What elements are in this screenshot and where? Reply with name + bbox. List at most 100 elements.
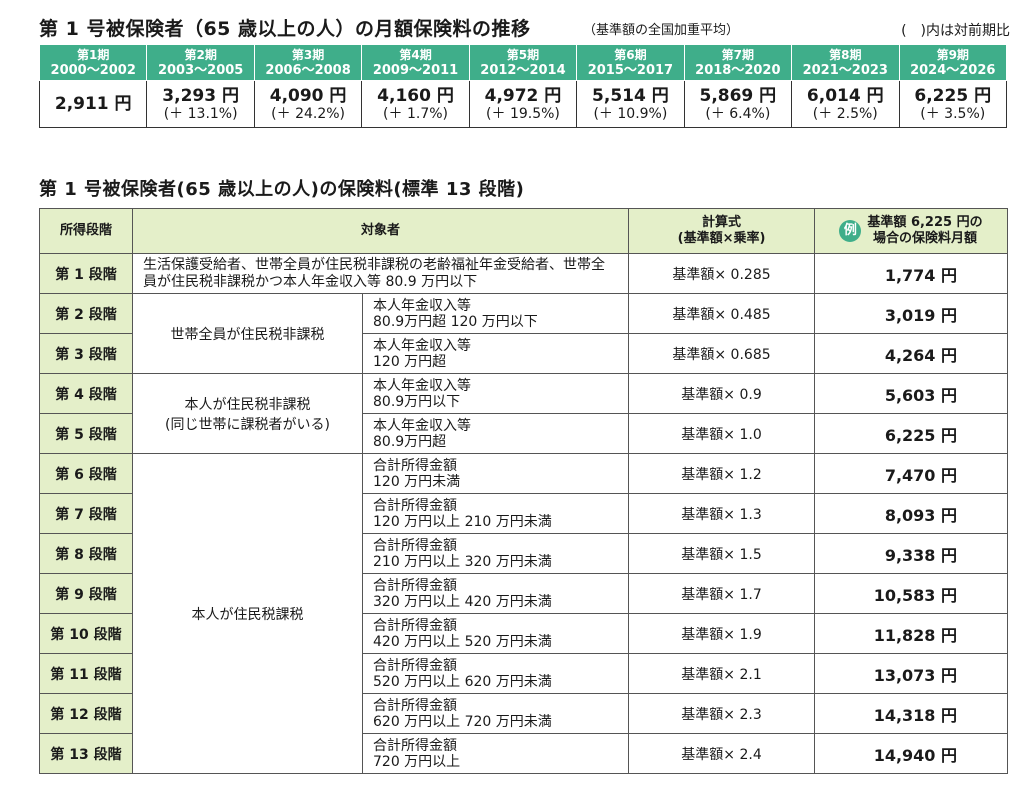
table-row: 第 13 段階 合計所得金額 720 万円以上 基準額× 2.4 14,940 円 [39, 733, 1009, 774]
income-condition: 本人年金収入等 120 万円超 [361, 333, 630, 374]
stage-label: 第 13 段階 [39, 733, 133, 774]
monthly-premium-cell: 1,774 円 [814, 253, 1009, 294]
period-header: 第2期 2003～2005 [146, 44, 255, 81]
stage-label: 第 7 段階 [39, 493, 133, 534]
period-header: 第6期 2015～2017 [576, 44, 685, 81]
table-row: 第 4 段階 本人が住民税非課税 (同じ世帯に課税者がいる) 本人年金収入等 80.… [39, 373, 1009, 454]
stage-label: 第 9 段階 [39, 573, 133, 614]
stage-label: 第 12 段階 [39, 693, 133, 734]
stage-header-row: 所得段階 対象者 計算式 (基準額×乗率) 例 基準額 6,225 円の 場合の保険… [39, 208, 1009, 254]
stage-label: 第 6 段階 [39, 453, 133, 494]
formula-cell: 基準額× 0.9 [628, 373, 816, 414]
income-condition: 合計所得金額 520 万円以上 620 万円未満 [361, 653, 630, 694]
formula-cell: 基準額× 0.685 [628, 333, 816, 374]
monthly-premium-cell: 3,019 円 [814, 293, 1009, 334]
table-row: 第 5 段階 本人年金収入等 80.9万円超 基準額× 1.0 6,225 円 [39, 413, 1009, 454]
income-condition: 合計所得金額 120 万円未満 [361, 453, 630, 494]
period-header: 第9期 2024～2026 [898, 44, 1007, 81]
formula-column-header: 計算式 (基準額×乗率) [628, 208, 816, 254]
table-row: 第 10 段階 合計所得金額 420 万円以上 520 万円未満 基準額× 1.9… [39, 613, 1009, 654]
monthly-premium-cell: 7,470 円 [814, 453, 1009, 494]
period-header: 第5期 2012～2014 [468, 44, 578, 81]
stage-label: 第 2 段階 [39, 293, 133, 334]
target-group: 世帯全員が住民税非課税 [132, 293, 363, 374]
table-row: 第 11 段階 合計所得金額 520 万円以上 620 万円未満 基準額× 2.1… [39, 653, 1009, 694]
period-amount-cell: 4,972 円 (＋ 19.5%) [468, 80, 578, 128]
formula-cell: 基準額× 1.7 [628, 573, 816, 614]
period-header: 第7期 2018～2020 [683, 44, 793, 81]
table-row: 第 8 段階 合計所得金額 210 万円以上 320 万円未満 基準額× 1.5 … [39, 533, 1009, 574]
period-amount-cell: 6,225 円 (＋ 3.5%) [898, 80, 1007, 128]
monthly-premium-cell: 11,828 円 [814, 613, 1009, 654]
income-condition: 合計所得金額 210 万円以上 320 万円未満 [361, 533, 630, 574]
stage-label: 第 1 段階 [39, 253, 133, 294]
income-condition: 本人年金収入等 80.9万円超 120 万円以下 [361, 293, 630, 334]
stage-label: 第 4 段階 [39, 373, 133, 414]
premium-trend-note: ( )内は対前期比 [901, 23, 1010, 39]
monthly-premium-cell: 14,940 円 [814, 733, 1009, 774]
monthly-premium-cell: 13,073 円 [814, 653, 1009, 694]
formula-cell: 基準額× 0.285 [628, 253, 816, 294]
period-header: 第4期 2009～2011 [361, 44, 470, 81]
stage-label: 第 10 段階 [39, 613, 133, 654]
target-column-header: 対象者 [131, 208, 630, 254]
formula-cell: 基準額× 1.5 [628, 533, 816, 574]
period-header-row: 第1期 2000～2002 第2期 2003～2005 第3期 2006～2008 第… [38, 44, 1007, 81]
monthly-premium-cell: 8,093 円 [814, 493, 1009, 534]
table-row: 第 7 段階 合計所得金額 120 万円以上 210 万円未満 基準額× 1.3 … [39, 493, 1009, 534]
stage-label: 第 8 段階 [39, 533, 133, 574]
income-condition: 合計所得金額 720 万円以上 [361, 733, 630, 774]
table-row: 第 9 段階 合計所得金額 320 万円以上 420 万円未満 基準額× 1.7 … [39, 573, 1009, 614]
example-column-header: 例 基準額 6,225 円の 場合の保険料月額 [814, 208, 1009, 254]
formula-cell: 基準額× 1.0 [628, 413, 816, 454]
period-amount-cell: 5,869 円 (＋ 6.4%) [683, 80, 793, 128]
income-condition: 合計所得金額 120 万円以上 210 万円未満 [361, 493, 630, 534]
stage-label: 第 11 段階 [39, 653, 133, 694]
formula-cell: 基準額× 1.9 [628, 613, 816, 654]
premium-stage-table: 所得段階 対象者 計算式 (基準額×乗率) 例 基準額 6,225 円の 場合の保険… [39, 208, 1009, 774]
monthly-premium-cell: 10,583 円 [814, 573, 1009, 614]
table-row: 第 6 段階 本人が住民税課税 合計所得金額 120 万円未満 基準額× 1.2 … [39, 453, 1009, 774]
income-condition: 本人年金収入等 80.9万円以下 [361, 373, 630, 414]
period-header: 第8期 2021～2023 [791, 44, 900, 81]
formula-cell: 基準額× 1.2 [628, 453, 816, 494]
income-condition: 合計所得金額 420 万円以上 520 万円未満 [361, 613, 630, 654]
income-condition: 合計所得金額 620 万円以上 720 万円未満 [361, 693, 630, 734]
stage-label: 第 5 段階 [39, 413, 133, 454]
period-amount-cell: 2,911 円 [38, 80, 148, 128]
formula-cell: 基準額× 2.1 [628, 653, 816, 694]
stage-label: 第 3 段階 [39, 333, 133, 374]
period-header: 第1期 2000～2002 [38, 44, 148, 81]
target-group: 本人が住民税課税 [132, 453, 363, 774]
target-group: 本人が住民税非課税 (同じ世帯に課税者がいる) [132, 373, 363, 454]
example-icon: 例 [839, 220, 862, 242]
table-row: 第 1 段階 生活保護受給者、世帯全員が住民税非課税の老齢福祉年金受給者、世帯全… [39, 253, 1009, 294]
monthly-premium-cell: 4,264 円 [814, 333, 1009, 374]
period-amount-cell: 4,090 円 (＋ 24.2%) [253, 80, 363, 128]
table-row: 第 12 段階 合計所得金額 620 万円以上 720 万円未満 基準額× 2.3… [39, 693, 1009, 734]
premium-stage-title: 第 1 号被保険者(65 歳以上の人)の保険料(標準 13 段階) [39, 179, 525, 200]
monthly-premium-cell: 6,225 円 [814, 413, 1009, 454]
monthly-premium-cell: 14,318 円 [814, 693, 1009, 734]
table-row: 第 2 段階 世帯全員が住民税非課税 本人年金収入等 80.9万円超 120 万円… [39, 293, 1009, 374]
formula-cell: 基準額× 1.3 [628, 493, 816, 534]
period-amount-cell: 5,514 円 (＋ 10.9%) [576, 80, 685, 128]
target-group: 生活保護受給者、世帯全員が住民税非課税の老齢福祉年金受給者、世帯全員が住民税非課… [131, 253, 630, 294]
table-row: 第 3 段階 本人年金収入等 120 万円超 基準額× 0.685 4,264 円 [39, 333, 1009, 374]
period-amount-row: 2,911 円 3,293 円 (＋ 13.1%) 4,090 円 (＋ 24.2%… [38, 80, 1007, 128]
formula-cell: 基準額× 2.3 [628, 693, 816, 734]
formula-cell: 基準額× 0.485 [628, 293, 816, 334]
income-condition: 合計所得金額 320 万円以上 420 万円未満 [361, 573, 630, 614]
premium-trend-subtitle: （基準額の全国加重平均） [583, 23, 740, 38]
period-header: 第3期 2006～2008 [253, 44, 363, 81]
period-amount-cell: 4,160 円 (＋ 1.7%) [361, 80, 470, 128]
monthly-premium-cell: 9,338 円 [814, 533, 1009, 574]
period-amount-cell: 3,293 円 (＋ 13.1%) [146, 80, 255, 128]
formula-cell: 基準額× 2.4 [628, 733, 816, 774]
monthly-premium-cell: 5,603 円 [814, 373, 1009, 414]
stage-column-header: 所得段階 [39, 208, 133, 254]
income-condition: 本人年金収入等 80.9万円超 [361, 413, 630, 454]
premium-trend-table: 第1期 2000～2002 第2期 2003～2005 第3期 2006～2008 第… [38, 44, 1007, 128]
period-amount-cell: 6,014 円 (＋ 2.5%) [791, 80, 900, 128]
premium-trend-title: 第 1 号被保険者（65 歳以上の人）の月額保険料の推移 [39, 18, 531, 40]
